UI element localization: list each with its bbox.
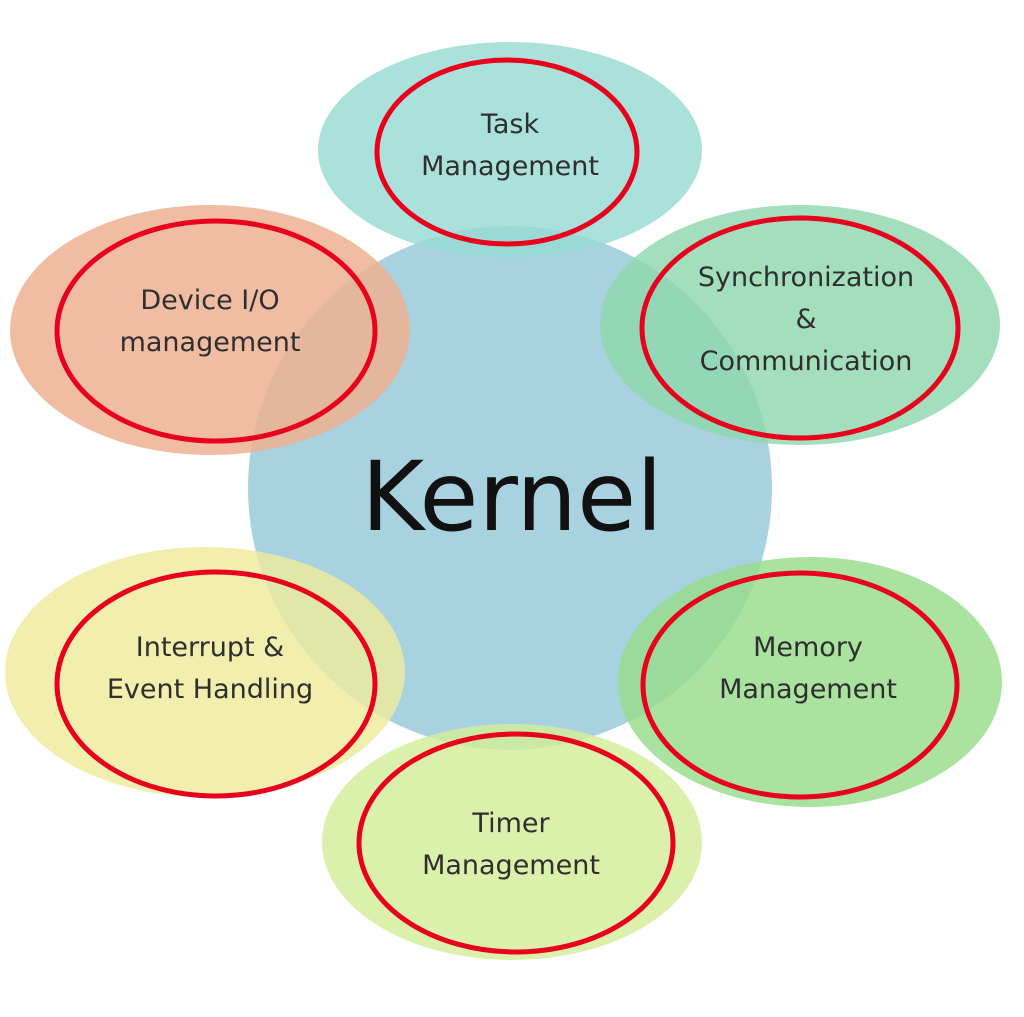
interrupt-event-line-2: Event Handling — [106, 674, 314, 705]
sync-communication-line-3: Communication — [699, 346, 913, 377]
sync-communication-ellipse — [600, 205, 1000, 445]
timer-management-label: Timer Management — [381, 803, 641, 887]
task-management-line-1: Task — [480, 109, 540, 140]
sync-communication-label: Synchronization & Communication — [676, 257, 936, 383]
device-io-ellipse — [10, 205, 410, 455]
memory-management-label: Memory Management — [678, 627, 938, 711]
device-io-line-1: Device I/O — [140, 285, 280, 316]
device-io-line-2: management — [119, 327, 301, 358]
timer-management-highlight — [356, 731, 676, 955]
task-management-line-2: Management — [421, 151, 599, 182]
interrupt-event-line-1: Interrupt & — [135, 632, 285, 663]
task-management-ellipse — [318, 42, 702, 258]
device-io-label: Device I/O management — [80, 280, 340, 364]
memory-management-line-1: Memory — [753, 632, 863, 663]
interrupt-event-highlight — [54, 569, 378, 799]
timer-management-line-2: Management — [422, 850, 600, 881]
timer-management-line-1: Timer — [472, 808, 550, 839]
task-management-highlight — [374, 57, 640, 247]
memory-management-ellipse — [618, 557, 1002, 807]
sync-communication-highlight — [639, 215, 961, 441]
memory-management-line-2: Management — [719, 674, 897, 705]
kernel-title: Kernel — [361, 441, 663, 553]
task-management-label: Task Management — [380, 104, 640, 188]
interrupt-event-ellipse — [5, 547, 405, 797]
timer-management-ellipse — [322, 724, 702, 960]
interrupt-event-label: Interrupt & Event Handling — [80, 627, 340, 711]
sync-communication-line-2: & — [795, 304, 817, 335]
memory-management-highlight — [640, 570, 960, 800]
sync-communication-line-1: Synchronization — [697, 262, 915, 293]
device-io-highlight — [54, 218, 378, 444]
